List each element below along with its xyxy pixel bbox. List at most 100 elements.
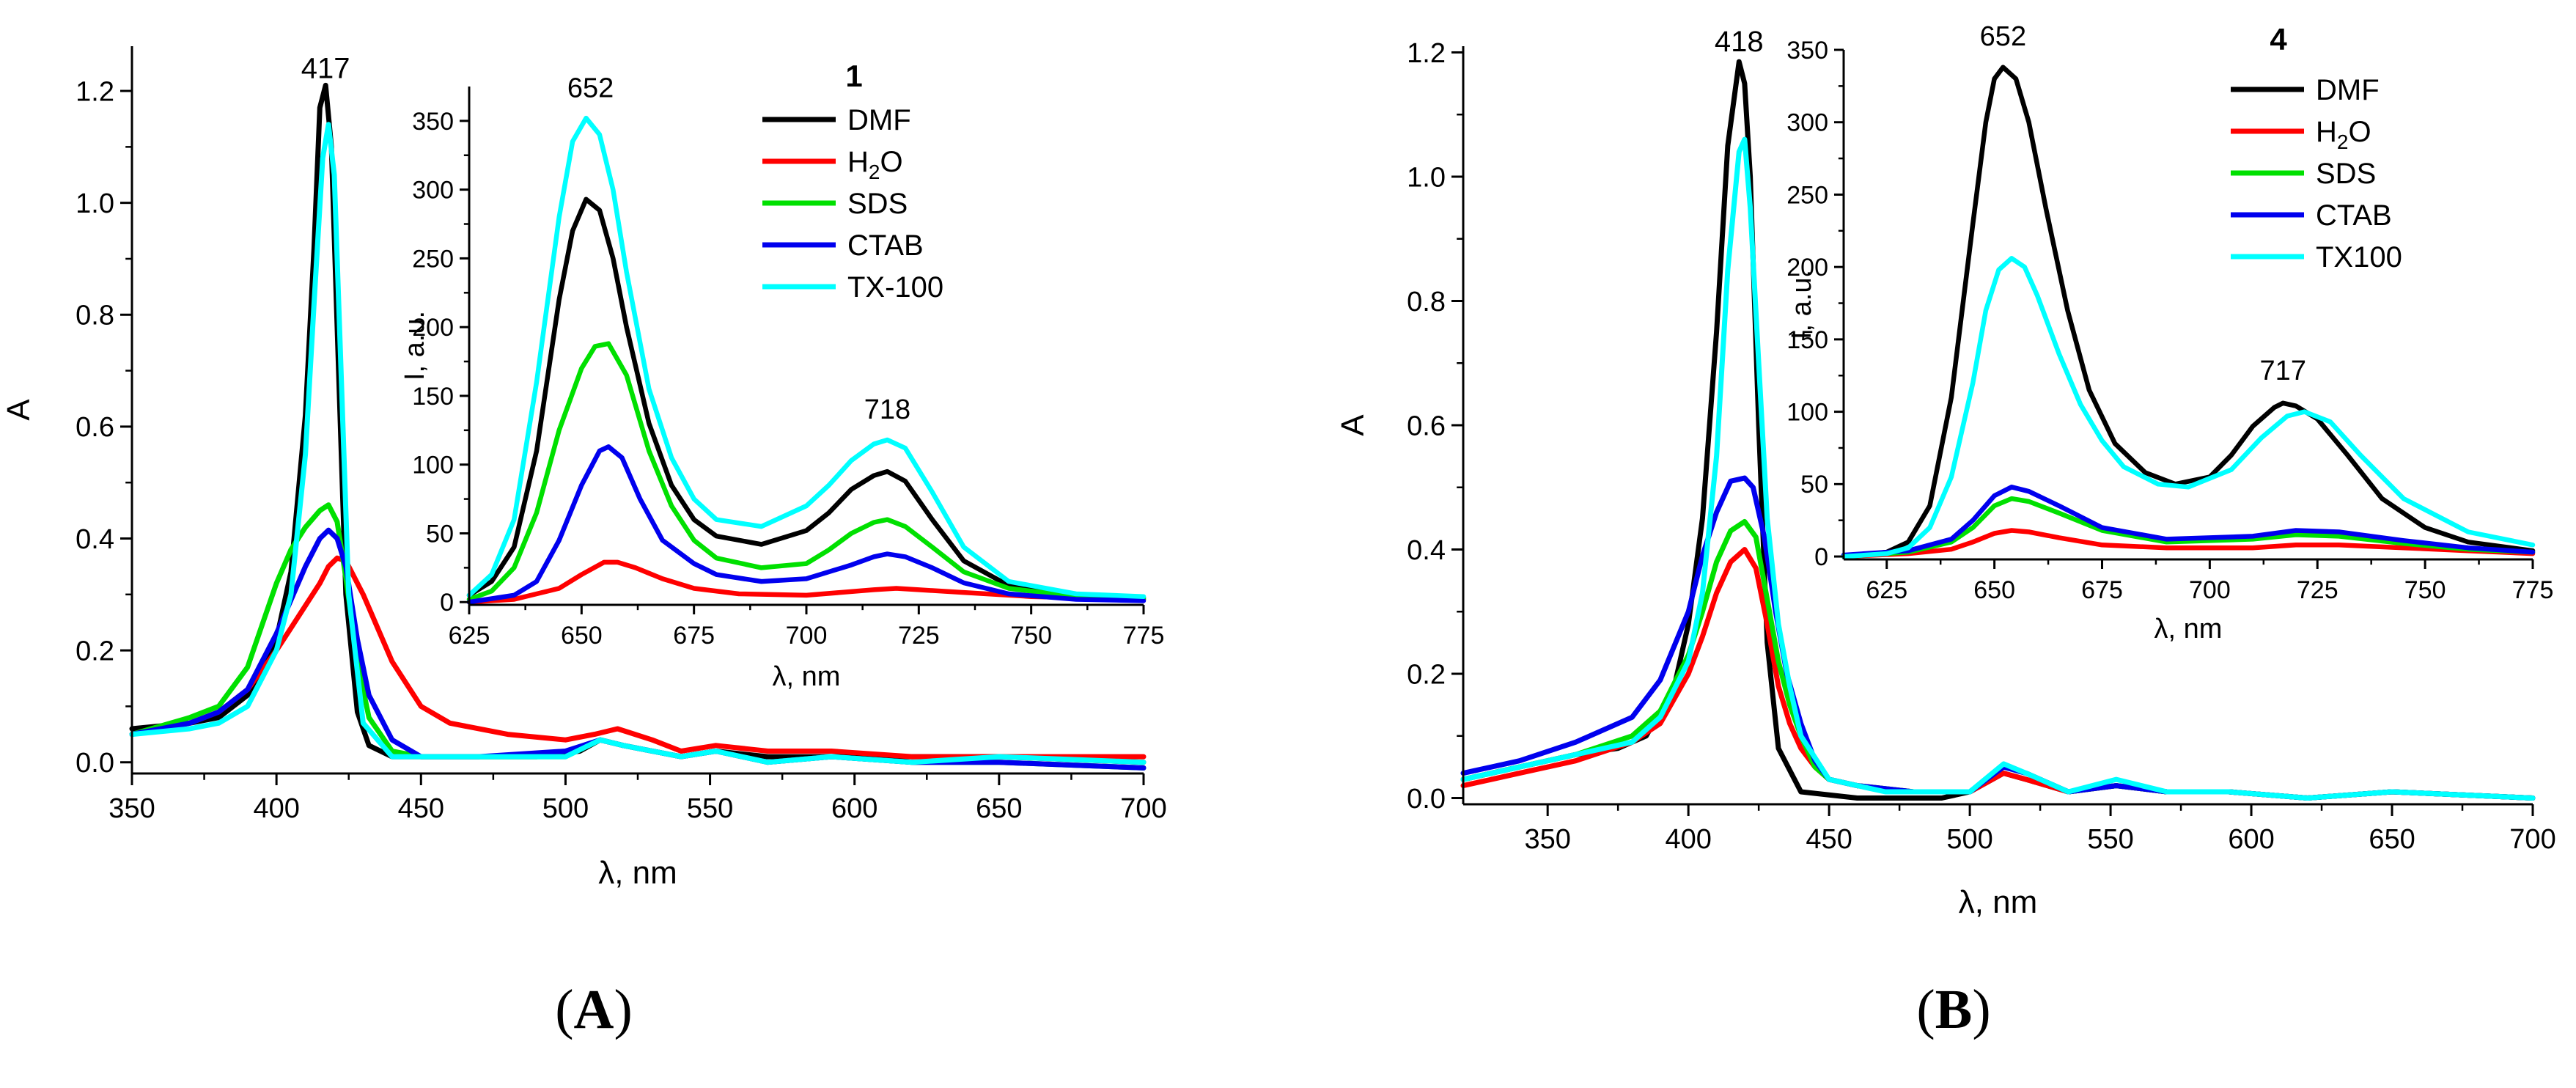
a-inset-x-tick-label: 625	[449, 622, 490, 650]
a-main-x-tick-label: 550	[687, 793, 733, 824]
a-inset-y-tick-label: 350	[412, 108, 454, 136]
a-main-y-axis-label: A	[1, 399, 37, 421]
a-inset-y-tick-label: 50	[426, 520, 454, 548]
a-inset-legend-label-ctab: CTAB	[847, 229, 924, 262]
a-main-x-tick-label: 350	[108, 793, 155, 824]
b-inset-legend-label-h2o: H2O	[2316, 116, 2371, 153]
chart-a-fluorescence-inset: 625 650 675 700 725 750 775 0 50 100 150 200 250 300 3…	[400, 59, 1164, 692]
panel-label-a: (A)	[555, 979, 633, 1040]
a-inset-series-sds	[466, 341, 1147, 602]
b-inset-legend-label-tx: TX100	[2316, 241, 2402, 273]
b-main-x-tick-label: 550	[2087, 824, 2133, 855]
b-main-x-tick-label: 650	[2369, 824, 2415, 855]
a-main-series-h2o	[129, 555, 1147, 760]
b-inset-y-tick-label: 150	[1786, 326, 1828, 354]
a-inset-legend-label-sds: SDS	[847, 188, 908, 220]
b-inset-background	[1842, 44, 2534, 561]
b-main-y-tick-label: 0.2	[1407, 659, 1446, 690]
b-inset-x-tick-label: 625	[1866, 576, 1907, 604]
a-inset-y-tick-label: 300	[412, 177, 454, 205]
a-inset-x-tick-label: 725	[898, 622, 940, 650]
b-inset-x-tick-label: 650	[1973, 576, 2015, 604]
a-main-x-tick-label: 600	[831, 793, 877, 824]
a-main-y-tick-label: 0.8	[76, 301, 114, 331]
b-inset-x-tick-label: 675	[2081, 576, 2123, 604]
a-main-x-tick-label: 700	[1120, 793, 1166, 824]
b-inset-y-axis-label: I, a.u.	[1786, 270, 1817, 339]
a-main-x-tick-label: 500	[542, 793, 589, 824]
a-inset-y-tick-label: 250	[412, 245, 454, 273]
a-inset-legend-label-tx: TX-100	[847, 271, 943, 304]
b-inset-series-tx	[1841, 256, 2536, 559]
a-main-x-tick-label: 400	[253, 793, 299, 824]
b-inset-y-tick-label: 100	[1786, 399, 1828, 427]
a-inset-y-tick-label: 0	[440, 589, 454, 617]
a-main-y-tick-label: 0.6	[76, 412, 114, 443]
a-inset-x-tick-label: 675	[673, 622, 715, 650]
b-main-y-tick-label: 1.0	[1407, 162, 1446, 193]
a-inset-background	[468, 81, 1145, 606]
b-main-x-tick-label: 700	[2509, 824, 2555, 855]
b-main-x-tick-label: 450	[1806, 824, 1852, 855]
a-inset-x-tick-label: 650	[561, 622, 603, 650]
b-main-y-tick-label: 0.6	[1407, 411, 1446, 441]
a-main-y-tick-label: 0.0	[76, 748, 114, 779]
a-main-y-tick-label: 0.2	[76, 636, 114, 666]
b-main-series-ctab	[1460, 475, 2536, 801]
b-inset-y-tick-label: 350	[1786, 37, 1828, 65]
b-inset-y-tick-label: 50	[1800, 471, 1828, 499]
b-inset-y-tick-label: 200	[1786, 254, 1828, 282]
a-main-x-tick-label: 450	[398, 793, 444, 824]
a-main-peak-label: 417	[301, 52, 350, 84]
b-main-x-axis-label: λ, nm	[1959, 884, 2038, 920]
a-inset-series-h2o	[466, 559, 1147, 605]
b-inset-peak-label: 652	[1980, 21, 2026, 52]
b-main-x-tick-label: 600	[2228, 824, 2274, 855]
a-inset-peak-label: 652	[567, 73, 614, 103]
a-inset-y-tick-label: 100	[412, 452, 454, 479]
b-inset-series-ctab	[1841, 485, 2536, 558]
b-inset-x-tick-label: 775	[2512, 576, 2554, 604]
b-inset-y-tick-label: 0	[1814, 543, 1828, 571]
b-main-y-tick-label: 0.4	[1407, 535, 1446, 566]
chart-a-absorbance: 350 400 450 500 550 600 650 7000.00.20.40.60.81…	[1, 46, 1167, 891]
a-inset-series-dmf	[466, 196, 1147, 600]
a-inset-x-tick-label: 700	[786, 622, 828, 650]
chart-b-absorbance: 350 400 450 500 550 600 650 7000.00.20.40.60.81…	[1335, 26, 2556, 920]
b-main-x-tick-label: 350	[1524, 824, 1570, 855]
b-inset-legend-label-dmf: DMF	[2316, 74, 2380, 106]
b-main-series-sds	[1460, 518, 2536, 801]
b-inset-series-h2o	[1841, 528, 2536, 559]
b-inset-x-axis-label: λ, nm	[2154, 614, 2223, 644]
a-inset-x-tick-label: 750	[1010, 622, 1052, 650]
b-main-y-tick-label: 0.8	[1407, 287, 1446, 317]
a-inset-series-tx	[466, 115, 1147, 599]
a-main-x-axis-label: λ, nm	[598, 855, 677, 891]
b-inset-x-tick-label: 725	[2297, 576, 2338, 604]
b-main-y-tick-label: 0.0	[1407, 784, 1446, 815]
a-inset-y-axis-label: I, a.u.	[400, 311, 430, 381]
a-inset-x-axis-label: λ, nm	[773, 661, 841, 692]
b-inset-y-tick-label: 300	[1786, 109, 1828, 137]
a-inset-peak-label: 718	[864, 394, 910, 425]
a-inset-y-tick-label: 200	[412, 314, 454, 342]
b-main-y-tick-label: 1.2	[1407, 38, 1446, 69]
b-inset-peak-label: 717	[2260, 356, 2306, 386]
a-main-y-tick-label: 1.2	[76, 76, 114, 107]
a-inset-legend-label-h2o: H2O	[847, 146, 903, 183]
a-inset-compound-number: 1	[845, 59, 862, 93]
a-inset-y-tick-label: 150	[412, 383, 454, 411]
b-inset-x-tick-label: 700	[2189, 576, 2231, 604]
a-inset-series-ctab	[466, 444, 1147, 605]
b-inset-y-tick-label: 250	[1786, 181, 1828, 209]
b-inset-compound-number: 4	[2270, 22, 2287, 56]
b-inset-series-dmf	[1841, 65, 2536, 559]
a-main-y-tick-label: 1.0	[76, 188, 114, 219]
panel-label-b: (B)	[1916, 979, 1990, 1040]
a-main-series-tx	[129, 122, 1147, 765]
a-main-x-tick-label: 650	[976, 793, 1022, 824]
a-main-series-dmf	[129, 82, 1147, 765]
b-main-series-tx	[1460, 136, 2536, 801]
chart-b-fluorescence-inset: 625 650 675 700 725 750 775 0 50 100 150 200 250 300 3…	[1786, 21, 2553, 644]
